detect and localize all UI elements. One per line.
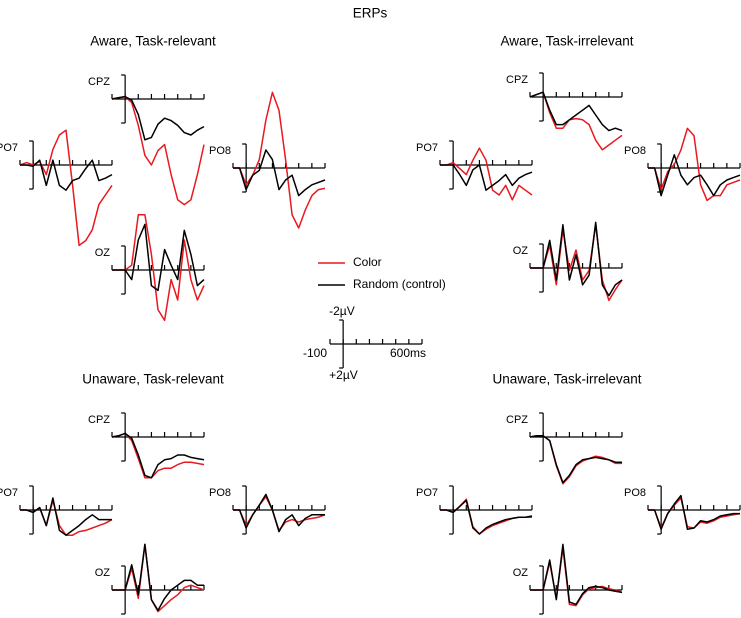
erp-trace [530,547,623,607]
erp-trace [440,164,533,191]
electrode-label: PO8 [209,487,231,499]
figure-title: ERPs [353,6,388,21]
erp-trace [233,493,325,533]
electrode-label: OZ [95,247,111,259]
electrode-label: PO8 [209,145,231,157]
erp-trace [530,543,623,606]
erp-trace [648,497,741,529]
electrode-label: CPZ [88,414,110,426]
erp-trace [111,432,205,479]
erp-trace [648,154,741,197]
x-tick-label: -100 [303,346,327,360]
erp-trace [111,432,205,479]
erp-trace [111,95,205,206]
x-tick-label: 600ms [390,346,426,360]
y-tick-label: -2µV [329,304,355,318]
electrode-label: OZ [95,567,111,579]
electrode-label: PO8 [624,145,646,157]
panel-title: Unaware, Task-relevant [82,372,224,387]
electrode-label: PO7 [0,142,18,154]
erp-trace [233,91,326,229]
erp-trace [20,497,112,536]
electrode-label: PO8 [624,487,646,499]
electrode-label: CPZ [88,76,110,88]
electrode-label: PO7 [416,487,438,499]
panel-title: Aware, Task-irrelevant [500,34,633,49]
panel-title: Unaware, Task-irrelevant [492,372,641,387]
electrode-label: CPZ [506,74,528,86]
panel-title: Aware, Task-relevant [90,34,216,49]
erp-trace [233,149,326,197]
electrode-label: OZ [513,567,529,579]
erp-trace [440,147,533,201]
erp-trace [20,499,113,536]
erp-trace [529,435,622,484]
erp-trace [529,91,623,132]
erp-trace [648,127,741,202]
erp-trace [530,221,623,297]
electrode-label: PO7 [0,487,18,499]
legend-label: Color [353,255,382,269]
electrode-label: CPZ [506,414,528,426]
erp-trace [112,543,205,613]
y-tick-label: +2µV [329,368,358,382]
legend-label: Random (control) [353,277,446,291]
erp-trace [19,129,113,247]
erp-trace [112,543,204,612]
electrode-label: PO7 [416,142,438,154]
erp-trace [648,494,740,530]
erp-trace [111,95,205,141]
erp-trace [112,223,205,292]
erp-trace [112,214,205,322]
erp-trace [20,159,113,191]
erp-trace [529,91,623,151]
erp-trace [440,499,533,535]
electrode-label: OZ [513,245,529,257]
